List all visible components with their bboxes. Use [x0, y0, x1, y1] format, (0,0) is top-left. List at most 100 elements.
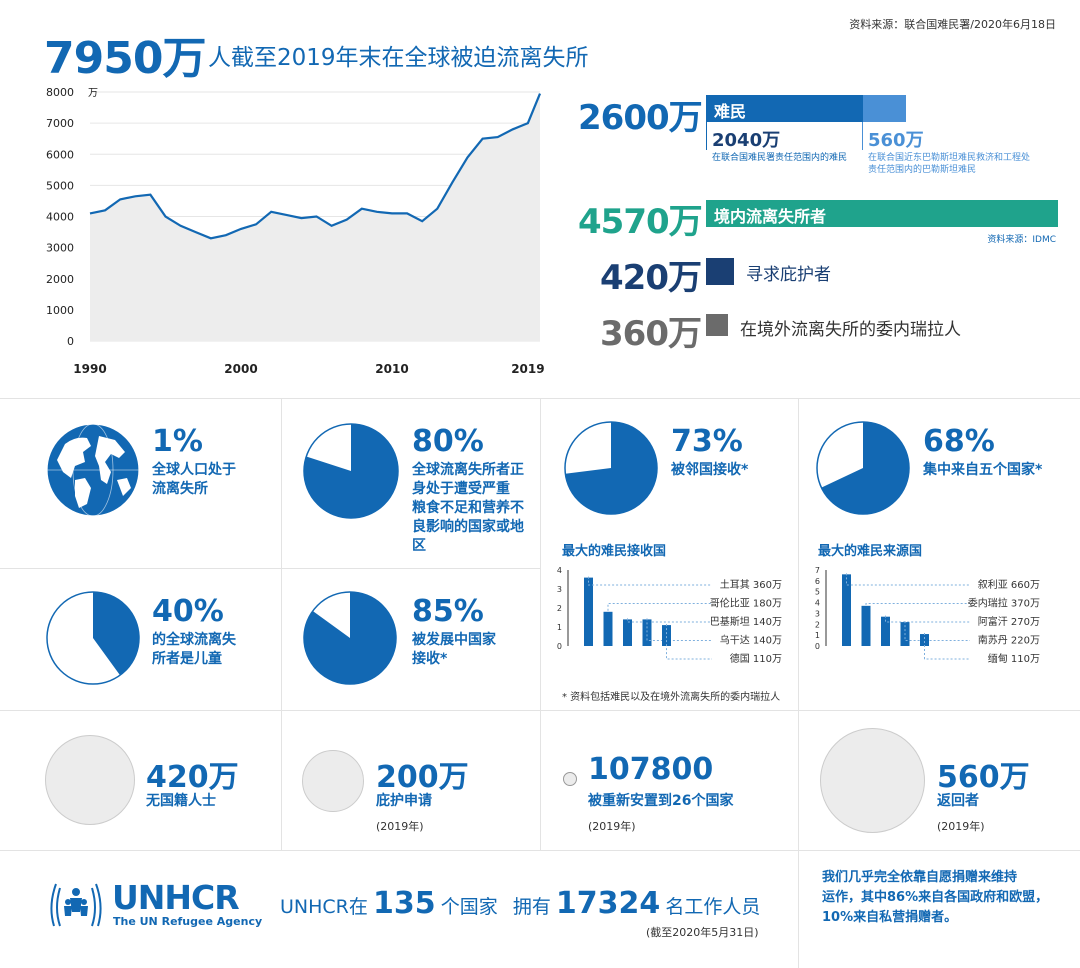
refugees-bar-unhcr: [706, 95, 863, 122]
returnees-label: 返回者: [937, 793, 979, 809]
refugees-unhcr-num: 2040万: [712, 130, 781, 151]
stat4-percent: 68%: [923, 424, 995, 459]
idp-number: 4570万: [578, 202, 703, 242]
stat4-text: 集中来自五个国家*: [923, 462, 1043, 478]
stat2-text: 全球流离失所者正 身处于遭受严重 粮食不足和营养不 良影响的国家或地区: [412, 462, 524, 554]
pie-slice: [565, 422, 657, 514]
bar-label: 乌干达 140万: [720, 634, 782, 647]
venezuela-number: 360万: [600, 314, 702, 354]
bar: [662, 625, 671, 646]
leader-line: [666, 624, 712, 660]
host-chart-title: 最大的难民接收国: [562, 544, 667, 559]
leader-line: [646, 618, 712, 641]
bar: [842, 574, 851, 646]
unhcr-logo-text: UNHCR: [112, 878, 240, 917]
refugees-label: 难民: [714, 102, 747, 121]
stat1-text: 全球人口处于 流离失所: [152, 462, 236, 497]
venezuela-label: 在境外流离失所的委内瑞拉人: [740, 320, 961, 340]
refugees-total: 2600万: [578, 98, 703, 138]
x-tick-label: 2000: [224, 362, 257, 376]
y-tick-label: 5000: [46, 179, 74, 192]
y-tick-label: 3: [557, 585, 562, 594]
y-tick-label: 3000: [46, 242, 74, 255]
bar: [920, 634, 929, 646]
stat4-pie: [816, 421, 910, 515]
bar-label: 哥伦比亚 180万: [710, 597, 782, 610]
y-tick-label: 4: [815, 599, 820, 608]
returnees-year: (2019年): [937, 820, 985, 833]
stat3-text: 被邻国接收*: [671, 462, 749, 478]
origin-chart-title: 最大的难民来源国: [818, 544, 923, 559]
unhcr-logo-subtitle: The UN Refugee Agency: [113, 915, 263, 928]
resettled-year: (2019年): [588, 820, 636, 833]
pie-slice: [304, 592, 396, 684]
funding-note: 我们几乎完全依靠自愿捐赠来维持 运作，其中86%来自各国政府和欧盟， 10%来自私营…: [822, 870, 1049, 925]
y-tick-label: 0: [557, 642, 562, 651]
asylum-applications-label: 庇护申请: [376, 793, 432, 809]
leader-line: [904, 621, 970, 641]
bar-label: 土耳其 360万: [720, 578, 782, 591]
x-tick-label: 2019: [511, 362, 544, 376]
leader-line: [924, 633, 970, 660]
unhcr-logo-icon: [50, 883, 102, 927]
stat5-percent: 40%: [152, 594, 224, 629]
stateless-circle: [45, 735, 135, 825]
asylum-applications-year: (2019年): [376, 820, 424, 833]
y-tick-label: 2000: [46, 273, 74, 286]
asylum-applications-circle: [302, 750, 364, 812]
y-tick-label: 0: [815, 642, 820, 651]
footer-date: (截至2020年5月31日): [646, 926, 759, 939]
resettled-circle: [563, 772, 577, 786]
bar: [584, 577, 593, 646]
resettled-label: 被重新安置到26个国家: [588, 793, 734, 809]
asylum-label: 寻求庇护者: [746, 265, 831, 285]
y-tick-label: 8000: [46, 86, 74, 99]
stat5-pie: [46, 591, 140, 685]
x-tick-label: 2010: [375, 362, 408, 376]
stat3-pie: [564, 421, 658, 515]
y-tick-label: 2: [815, 620, 820, 629]
leader-line: [627, 618, 712, 623]
refugees-unrwa-num: 560万: [868, 130, 924, 151]
venezuela-square: [706, 314, 728, 336]
asylum-applications-number: 200万: [376, 760, 469, 795]
bar: [881, 616, 890, 646]
bar-label: 德国 110万: [730, 652, 782, 665]
asylum-number: 420万: [600, 258, 702, 298]
y-tick-label: 1000: [46, 304, 74, 317]
y-tick-label: 2: [557, 604, 562, 613]
displacement-trend-chart: 0 1000 2000 3000 4000 5000 6000 7000 8000 万 1990…: [46, 86, 545, 376]
headline-text: 人截至2019年末在全球被迫流离失所: [208, 45, 589, 71]
bar-label: 阿富汗 270万: [978, 615, 1040, 628]
stat6-percent: 85%: [412, 594, 484, 629]
trend-line: [89, 93, 542, 240]
y-tick-label: 5: [815, 588, 820, 597]
y-tick-label: 7000: [46, 117, 74, 130]
leader-line: [885, 615, 970, 623]
y-tick-label: 0: [67, 335, 74, 348]
source-note: 资料来源：联合国难民署/2020年6月18日: [849, 18, 1056, 31]
bar: [603, 611, 613, 646]
returnees-circle: [820, 728, 925, 833]
idp-bar: 境内流离失所者: [706, 200, 1058, 227]
refugees-unhcr-desc: 在联合国难民署责任范围内的难民: [712, 153, 848, 163]
pie-slice: [821, 422, 909, 514]
asylum-square: [706, 258, 734, 285]
idp-label: 境内流离失所者: [714, 207, 827, 226]
y-tick-label: 6000: [46, 148, 74, 161]
y-tick-label: 4: [557, 566, 562, 575]
bar-label: 巴基斯坦 140万: [710, 615, 782, 628]
stat2-pie: [303, 423, 399, 519]
bar: [642, 619, 652, 646]
headline-number: 7950万: [44, 33, 206, 84]
returnees-number: 560万: [937, 760, 1030, 795]
refugees-bar: 难民: [706, 95, 906, 122]
stat2-percent: 80%: [412, 424, 484, 459]
y-tick-label: 4000: [46, 211, 74, 224]
pie-slice: [304, 424, 398, 518]
y-tick-label: 1: [815, 631, 820, 640]
stateless-label: 无国籍人士: [146, 793, 216, 809]
y-tick-label: 6: [815, 577, 820, 586]
